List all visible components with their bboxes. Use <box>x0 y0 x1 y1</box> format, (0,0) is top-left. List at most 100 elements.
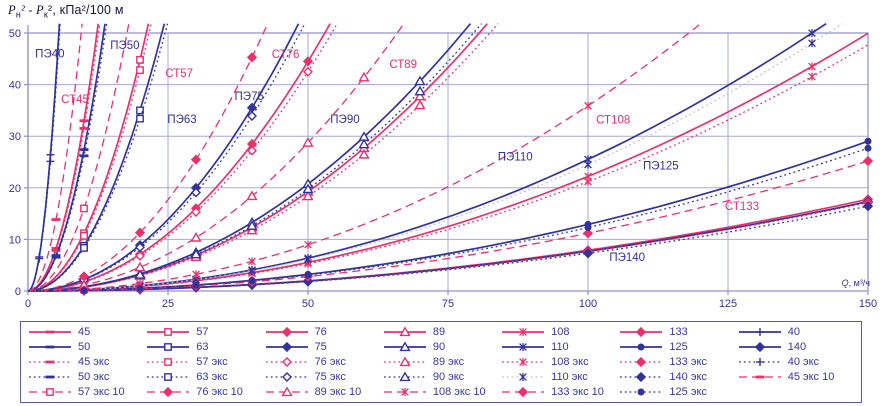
y-axis-title-sub1: н <box>15 9 22 20</box>
legend-swatch <box>147 373 190 382</box>
legend-swatch <box>502 327 545 336</box>
y-tick-10: 10 <box>9 234 21 246</box>
legend-label: 57 <box>196 325 209 338</box>
legend-label: 45 <box>78 325 91 338</box>
legend-swatch <box>265 357 308 367</box>
x-tick-100: 100 <box>579 298 597 310</box>
plot-area: ПЭ40 СТ45 ПЭ50 СТ57 ПЭ63 СТ76 ПЭ75 СТ89 ПЭ90 СТ10… <box>9 22 877 310</box>
curve-label-ПЭ110: ПЭ110 <box>498 151 533 163</box>
curve-label-СТ76: СТ76 <box>272 49 300 61</box>
legend-swatch <box>147 342 190 351</box>
legend-label: 108 экс 10 <box>432 386 486 399</box>
legend-label: 76 <box>314 325 327 338</box>
curve-label-ПЭ140: ПЭ140 <box>609 252 645 264</box>
curve-labels: ПЭ40 СТ45 ПЭ50 СТ57 ПЭ63 СТ76 ПЭ75 СТ89 ПЭ90 СТ10… <box>35 40 759 264</box>
legend-label: 40 <box>787 325 800 338</box>
curve-label-ПЭ50: ПЭ50 <box>110 40 139 52</box>
legend-label: 140 <box>787 340 807 353</box>
x-tick-0: 0 <box>25 298 31 310</box>
legend-entry-63-экс: 63 экс <box>145 370 263 385</box>
legend-swatch <box>620 356 663 368</box>
series-curves <box>27 22 874 296</box>
legend-entry-76-экс: 76 экс <box>264 354 382 369</box>
series-110 <box>27 22 827 294</box>
legend-swatch <box>620 343 663 351</box>
x-axis-title: Q, м³/ч <box>842 278 871 288</box>
x-tick-25: 25 <box>162 298 174 310</box>
curve-label-СТ89: СТ89 <box>389 59 417 71</box>
legend-label: 75 <box>314 340 327 353</box>
legend-label: 140 экс <box>669 371 707 384</box>
legend-label: 133 экс 10 <box>551 386 604 399</box>
legend-entry-45-экс: 45 экс <box>27 354 145 369</box>
legend-entry-133-экс-10: 133 экс 10 <box>500 385 618 400</box>
legend-swatch <box>29 360 71 364</box>
x-tick-150: 150 <box>859 298 877 310</box>
legend-label: 133 экс <box>669 356 707 368</box>
legend-entry-125: 125 <box>618 339 736 354</box>
legend-swatch <box>147 327 190 336</box>
y-tick-0: 0 <box>15 286 21 298</box>
legend-swatch <box>265 372 308 383</box>
y-axis-title-mid: ² - P <box>21 3 44 17</box>
legend-swatch <box>502 387 545 398</box>
legend-swatch <box>265 386 308 397</box>
legend-entry-63: 63 <box>145 339 263 354</box>
curve-label-ПЭ90: ПЭ90 <box>330 114 359 126</box>
legend-entry-45-экс-10: 45 экс 10 <box>737 370 855 385</box>
curve-label-ПЭ40: ПЭ40 <box>35 48 64 60</box>
legend-swatch <box>265 326 308 337</box>
series-50-экс <box>27 23 108 292</box>
curve-label-ПЭ63: ПЭ63 <box>167 114 196 126</box>
legend-swatch <box>738 375 781 379</box>
y-axis-title-tail: ², кПа²/100 м <box>47 3 124 17</box>
legend-entry-133-экс: 133 экс <box>618 354 736 369</box>
legend-label: 89 <box>432 325 446 338</box>
curve-label-СТ45: СТ45 <box>61 94 89 106</box>
legend-swatch <box>383 341 426 351</box>
legend-swatch <box>147 358 190 366</box>
legend-label: 57 экс 10 <box>78 386 125 399</box>
legend-swatch <box>620 326 663 337</box>
legend-entry-89-экс-10: 89 экс 10 <box>264 385 382 400</box>
legend-label: 108 экс <box>551 356 589 368</box>
series-45-экс <box>27 23 101 292</box>
series-57 <box>27 23 150 292</box>
curve-label-ПЭ75: ПЭ75 <box>235 91 264 103</box>
legend-label: 125 экс <box>669 386 707 399</box>
series-89 <box>27 23 488 292</box>
series-57-экс-10 <box>27 23 130 292</box>
tick-labels: 0 25 50 75 100 125 150 0 10 20 30 40 50 <box>9 28 877 310</box>
legend-entry-140-экс: 140 экс <box>618 370 736 385</box>
legend-entry-108-экс-10: 108 экс 10 <box>382 385 500 400</box>
legend-swatch <box>29 375 71 379</box>
legend-label: 110 <box>551 340 569 353</box>
legend-entry-50: 50 <box>27 339 145 354</box>
y-axis-title: Pн² - Pк², кПа²/100 м <box>8 3 124 20</box>
legend-swatch <box>29 330 71 334</box>
series-76 <box>27 23 331 292</box>
legend-label: 76 экс 10 <box>196 386 243 399</box>
legend-label: 45 экс <box>78 356 110 368</box>
legend-label: 76 экс <box>314 356 346 368</box>
legend-entry-40: 40 <box>737 324 855 339</box>
legend-label: 40 экс <box>787 356 820 368</box>
legend-label: 133 <box>669 325 688 338</box>
legend-swatch <box>620 372 663 383</box>
legend-label: 89 экс 10 <box>314 386 362 399</box>
y-tick-40: 40 <box>9 80 21 92</box>
legend-swatch <box>502 358 545 366</box>
x-tick-50: 50 <box>302 298 314 310</box>
x-tick-75: 75 <box>442 298 454 310</box>
legend-entry-110-экс: 110 экс <box>500 370 618 385</box>
gridlines <box>28 33 869 291</box>
legend-entry-57-экс: 57 экс <box>145 354 263 369</box>
legend-label: 50 <box>78 340 91 353</box>
legend-swatch <box>738 358 781 366</box>
y-tick-20: 20 <box>9 183 21 195</box>
legend-label: 57 экс <box>196 356 228 368</box>
legend-label: 50 экс <box>78 371 110 384</box>
y-axis-title-p1: P <box>8 3 16 17</box>
legend-entry-89: 89 <box>382 324 500 339</box>
